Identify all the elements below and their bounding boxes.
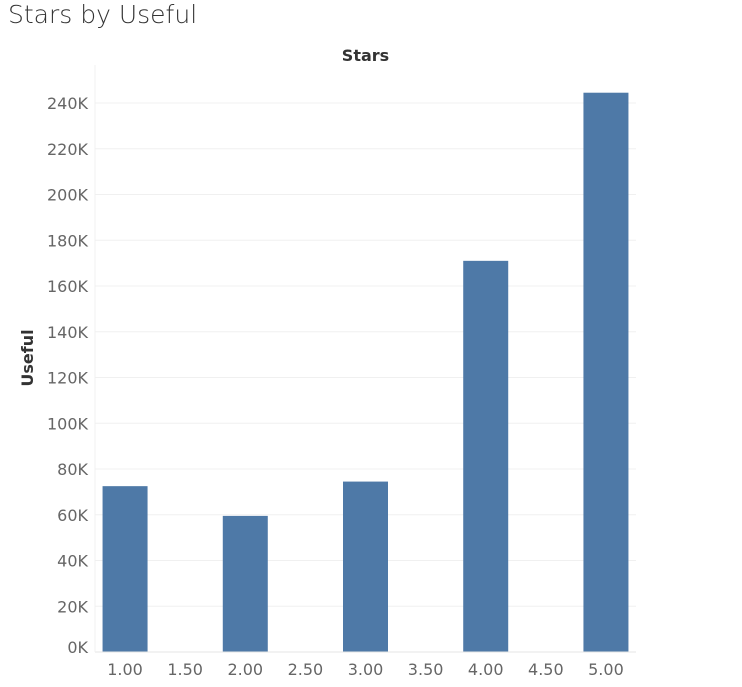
bar-2.00[interactable] (222, 515, 268, 652)
y-tick-label: 120K (47, 369, 89, 388)
y-tick-label: 40K (57, 552, 88, 571)
x-tick-label: 4.50 (528, 660, 564, 679)
x-tick-label: 3.50 (408, 660, 444, 679)
y-tick-label: 20K (57, 597, 88, 616)
y-tick-label: 220K (47, 140, 89, 159)
x-tick-label: 1.50 (167, 660, 203, 679)
x-tick-label: 4.00 (468, 660, 504, 679)
x-axis-title: Stars (342, 46, 389, 65)
y-tick-label: 160K (47, 277, 89, 296)
y-tick-label: 140K (47, 323, 89, 342)
x-tick-label: 2.00 (227, 660, 263, 679)
x-tick-label: 5.00 (588, 660, 624, 679)
x-tick-label: 3.00 (348, 660, 384, 679)
x-tick-label: 1.00 (107, 660, 143, 679)
y-tick-label: 240K (47, 94, 89, 113)
y-tick-label: 80K (57, 460, 88, 479)
y-tick-label: 100K (47, 414, 89, 433)
bar-1.00[interactable] (102, 486, 148, 652)
x-tick-label: 2.50 (288, 660, 324, 679)
y-tick-label: 180K (47, 231, 89, 250)
chart-title: Stars by Useful (8, 0, 198, 29)
bars (102, 92, 629, 653)
y-tick-label: 0K (67, 638, 88, 657)
y-tick-label: 200K (47, 186, 89, 205)
x-axis-ticks: 1.00 1.50 2.00 2.50 3.00 3.50 4.00 4.50 5.00 (107, 660, 624, 679)
bar-3.00[interactable] (343, 481, 388, 652)
y-axis-ticks: 0K 20K 40K 60K 80K 100K 120K 140K 160K 180K 200K 22… (47, 94, 89, 657)
y-tick-label: 60K (57, 506, 88, 525)
bar-5.00[interactable] (583, 92, 629, 653)
y-axis-title: Useful (18, 329, 37, 386)
bar-4.00[interactable] (463, 260, 509, 652)
